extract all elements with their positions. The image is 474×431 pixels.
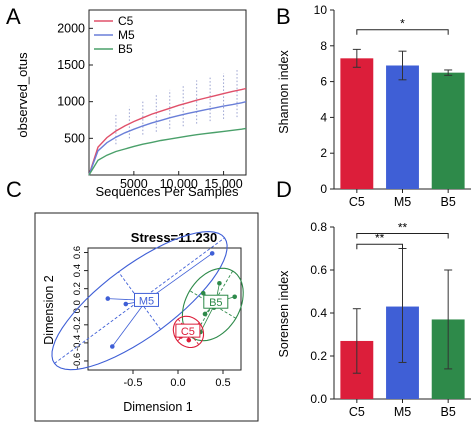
- panel-d-sorensen: 0.0 0.2 0.4 0.6 0.8 C5 M5 B5 ** ** Sorensen index: [277, 220, 471, 419]
- panel-c-group-label-C5: C5: [181, 326, 195, 338]
- panel-c-ytick-label: 0.6: [72, 246, 83, 259]
- panel-c-point-B5: [202, 311, 208, 317]
- panel-c-spoke-M5: [146, 253, 213, 301]
- panel-d-category-label: B5: [441, 405, 456, 419]
- panel-d-ytick-label: 0.4: [310, 306, 327, 320]
- panel-b-bar-M5: [386, 65, 419, 189]
- panel-d-ytick-label: 0.2: [310, 349, 327, 363]
- panel-a-ytick-label: 1000: [57, 95, 85, 109]
- panel-c-group-label-box-B5: [203, 294, 229, 309]
- panel-c-ytick-label: -0.4: [72, 335, 83, 351]
- panel-c-ytick-label: -0.2: [72, 317, 83, 333]
- panel-c-group-label-M5: M5: [139, 295, 154, 307]
- panel-c-point-C5: [186, 337, 192, 343]
- panel-c-spoke-M5: [111, 300, 147, 347]
- panel-a-legend-label: C5: [118, 14, 134, 28]
- panel-b-category-label: M5: [394, 195, 411, 209]
- panel-c-group-label-box-M5: [134, 292, 159, 307]
- panel-c-xtick-label: 0.0: [170, 377, 185, 389]
- panel-b-shannon: 0 2 4 6 8 10 C5 M5 B5 * Shannon index: [277, 3, 471, 209]
- panel-a-ytick-label: 2000: [57, 21, 85, 35]
- panel-a-xtick-label: 15,000: [204, 177, 242, 191]
- panel-d-ytick-label: 0.8: [310, 220, 327, 234]
- panel-c-point-B5: [200, 290, 206, 296]
- panel-a-series-M5: [88, 101, 247, 176]
- panel-c-point-M5: [105, 296, 111, 301]
- panel-c-group-label-box-C5: [175, 323, 201, 338]
- panel-b-bar-C5: [340, 58, 374, 189]
- panel-c-ylabel: Dimension 2: [42, 275, 56, 345]
- panel-c-xtick-label: -0.5: [124, 377, 143, 389]
- panel-label-c: C: [6, 177, 22, 202]
- panel-d-category-label: M5: [394, 405, 411, 419]
- panel-c-plot-frame: [87, 247, 242, 371]
- panel-b-ytick-label: 2: [320, 146, 327, 160]
- panel-label-b: B: [276, 4, 291, 29]
- panel-b-ytick-label: 4: [320, 110, 327, 124]
- panel-d-category-label: C5: [349, 405, 365, 419]
- panel-c-point-M5: [209, 251, 215, 256]
- panel-d-ylabel: Sorensen index: [277, 270, 291, 358]
- panel-d-significance-stars: **: [398, 220, 408, 234]
- panel-c-ytick-label: -0.6: [72, 353, 83, 369]
- panel-label-a: A: [6, 4, 21, 29]
- panel-c-xtick-label: 0.5: [215, 377, 230, 389]
- panel-a-series-B5: [88, 127, 247, 176]
- panel-c-group-label-B5: B5: [209, 297, 222, 309]
- panel-c-point-M5: [123, 301, 129, 307]
- panel-c-ellipse-B5: [181, 267, 244, 342]
- panel-a-ytick-label: 500: [64, 131, 85, 145]
- panel-c-point-B5: [232, 294, 237, 300]
- panel-c-ytick-label: 0.2: [72, 282, 83, 295]
- panel-a-ylabel: observed_otus: [15, 52, 30, 138]
- panel-c-nmds: Stress=11.230 -0.5 0.0 0.5 -0.6 -0.4 -0.2 0.0 0…: [34, 212, 259, 422]
- panel-a-ytick-label: 1500: [57, 58, 85, 72]
- panel-c-xlabel: Dimension 1: [123, 400, 193, 414]
- panel-a-frame: [88, 9, 247, 176]
- panel-d-significance-bracket: [356, 232, 449, 239]
- panel-b-ytick-label: 0: [320, 182, 327, 196]
- panel-a-legend-label: M5: [118, 28, 135, 42]
- panel-a-series-C5: [88, 87, 247, 176]
- panel-d-ytick-label: 0.6: [310, 263, 327, 277]
- panel-c-ytick-label: 0.4: [72, 264, 83, 277]
- panel-b-ytick-label: 10: [314, 3, 328, 17]
- panel-a-legend-label: B5: [118, 42, 133, 56]
- panel-b-ylabel: Shannon index: [277, 50, 291, 134]
- panel-c-ytick-label: 0.0: [72, 300, 83, 313]
- panel-a-xlabel: Sequences Per Samples: [95, 184, 239, 199]
- panel-d-ytick-label: 0.0: [310, 392, 327, 406]
- panel-b-significance-bracket: [356, 29, 449, 35]
- panel-b-bar-B5: [431, 72, 465, 189]
- panel-c-stress-title: Stress=11.230: [131, 230, 217, 245]
- panel-a-rarefaction: 5000 10,000 15,000 500 1000 1500 2000 Sequence…: [15, 9, 247, 199]
- panel-c-point-M5: [110, 344, 115, 349]
- panel-c-outer-frame: [34, 212, 259, 422]
- panel-b-category-label: B5: [441, 195, 456, 209]
- panel-b-category-label: C5: [349, 195, 365, 209]
- panel-b-ytick-label: 6: [320, 75, 327, 89]
- panel-c-point-B5: [217, 280, 222, 286]
- panel-b-significance-stars: *: [400, 17, 405, 31]
- panel-label-d: D: [276, 177, 292, 202]
- panel-b-ytick-label: 8: [320, 39, 327, 53]
- panel-d-significance-bracket: [356, 243, 403, 250]
- panel-a-xtick-label: 10,000: [160, 177, 198, 191]
- panel-d-significance-stars: **: [375, 231, 385, 245]
- panel-a-xtick-label: 5000: [120, 177, 148, 191]
